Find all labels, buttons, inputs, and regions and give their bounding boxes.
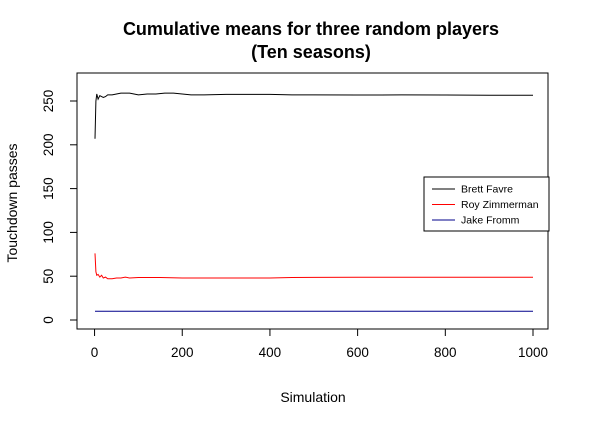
x-tick-label: 600 [346, 345, 369, 360]
legend-label-jake-fromm: Jake Fromm [461, 215, 520, 227]
series-layer [94, 92, 533, 312]
legend-label-brett-favre: Brett Favre [461, 184, 513, 196]
series-line-brett-favre [94, 92, 533, 139]
y-tick-label: 200 [41, 134, 56, 157]
series-line-roy-zimmerman [94, 253, 533, 280]
chart-title: Cumulative means for three random player… [123, 19, 499, 39]
x-tick-label: 400 [259, 345, 282, 360]
y-tick-label: 0 [41, 316, 56, 324]
chart-subtitle: (Ten seasons) [251, 42, 371, 62]
x-axis-label: Simulation [280, 389, 345, 405]
x-tick-label: 800 [434, 345, 457, 360]
x-tick-label: 1000 [518, 345, 548, 360]
y-tick-label: 100 [41, 221, 56, 244]
y-tick-label: 250 [41, 90, 56, 113]
legend-label-roy-zimmerman: Roy Zimmerman [461, 199, 539, 211]
y-axis-label: Touchdown passes [4, 143, 20, 262]
legend: Brett Favre Roy Zimmerman Jake Fromm [423, 176, 550, 232]
x-tick-label: 0 [91, 345, 99, 360]
y-axis: 0 50 100 150 200 250 [41, 90, 78, 324]
y-tick-label: 50 [41, 269, 56, 284]
y-tick-label: 150 [41, 177, 56, 200]
x-axis: 0 200 400 600 800 1000 [91, 328, 548, 360]
x-tick-label: 200 [171, 345, 194, 360]
